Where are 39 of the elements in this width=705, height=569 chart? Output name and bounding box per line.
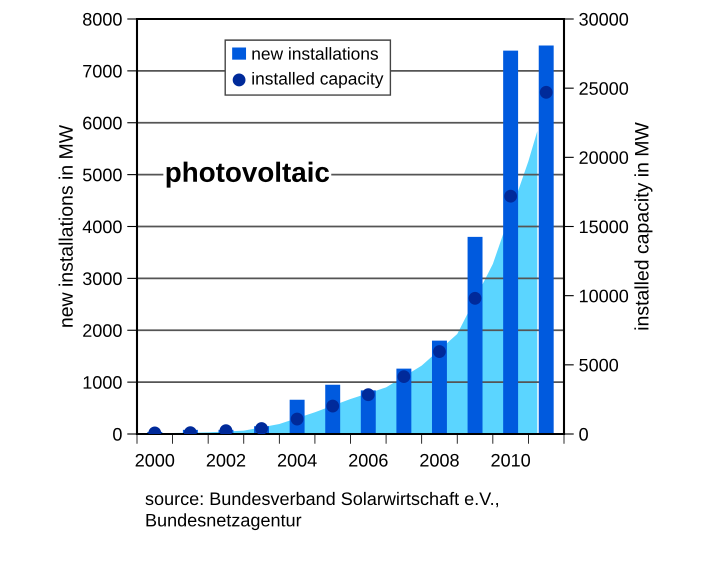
- point: [397, 370, 410, 383]
- y-axis-title: new installations in MW: [58, 124, 73, 327]
- y2-tick-label: 20000: [579, 151, 628, 164]
- y-tick-label: 1000: [84, 376, 122, 389]
- y-tick-label: 0: [113, 428, 122, 441]
- y2-tick-label: 30000: [579, 12, 628, 26]
- source-note: source: Bundesverband Solarwirtschaft e.V., Bundesnetzagentur: [146, 492, 498, 530]
- y2-axis-title: installed capacity in MW: [634, 122, 652, 330]
- x-tick-label: 2008: [420, 454, 459, 467]
- x-tick-label: 2004: [278, 454, 317, 467]
- bar: [538, 45, 554, 434]
- y2-tick-label: 5000: [579, 358, 618, 372]
- y-tick-label: 2000: [83, 324, 122, 337]
- annotation: photovoltaic: [166, 162, 330, 188]
- x-tick-label: 2000: [136, 454, 174, 467]
- point: [362, 388, 375, 402]
- y2-tick-label: 15000: [580, 220, 628, 234]
- x-tick-label: 2006: [349, 454, 388, 467]
- x-tick-label: 2010: [491, 454, 530, 467]
- y-tick-label: 6000: [83, 116, 122, 130]
- x-tick-label: 2002: [206, 454, 246, 467]
- point: [433, 345, 446, 358]
- y-tick-label: 5000: [82, 168, 122, 182]
- legend-label: new installations: [252, 47, 378, 60]
- y2-tick-label: 25000: [579, 82, 628, 95]
- point: [255, 422, 268, 434]
- bar: [468, 236, 483, 434]
- y-tick-label: 8000: [83, 12, 122, 26]
- y-tick-label: 4000: [82, 220, 122, 234]
- y2-tick-label: 0: [579, 428, 588, 441]
- point: [504, 190, 518, 203]
- y2-tick-label: 10000: [580, 290, 628, 302]
- point: [540, 86, 553, 99]
- point: [468, 292, 482, 305]
- y-tick-label: 7000: [83, 64, 122, 78]
- legend-label: installed capacity: [252, 72, 384, 88]
- bar: [503, 50, 518, 434]
- bar: [432, 340, 447, 434]
- y-tick-label: 3000: [82, 272, 122, 286]
